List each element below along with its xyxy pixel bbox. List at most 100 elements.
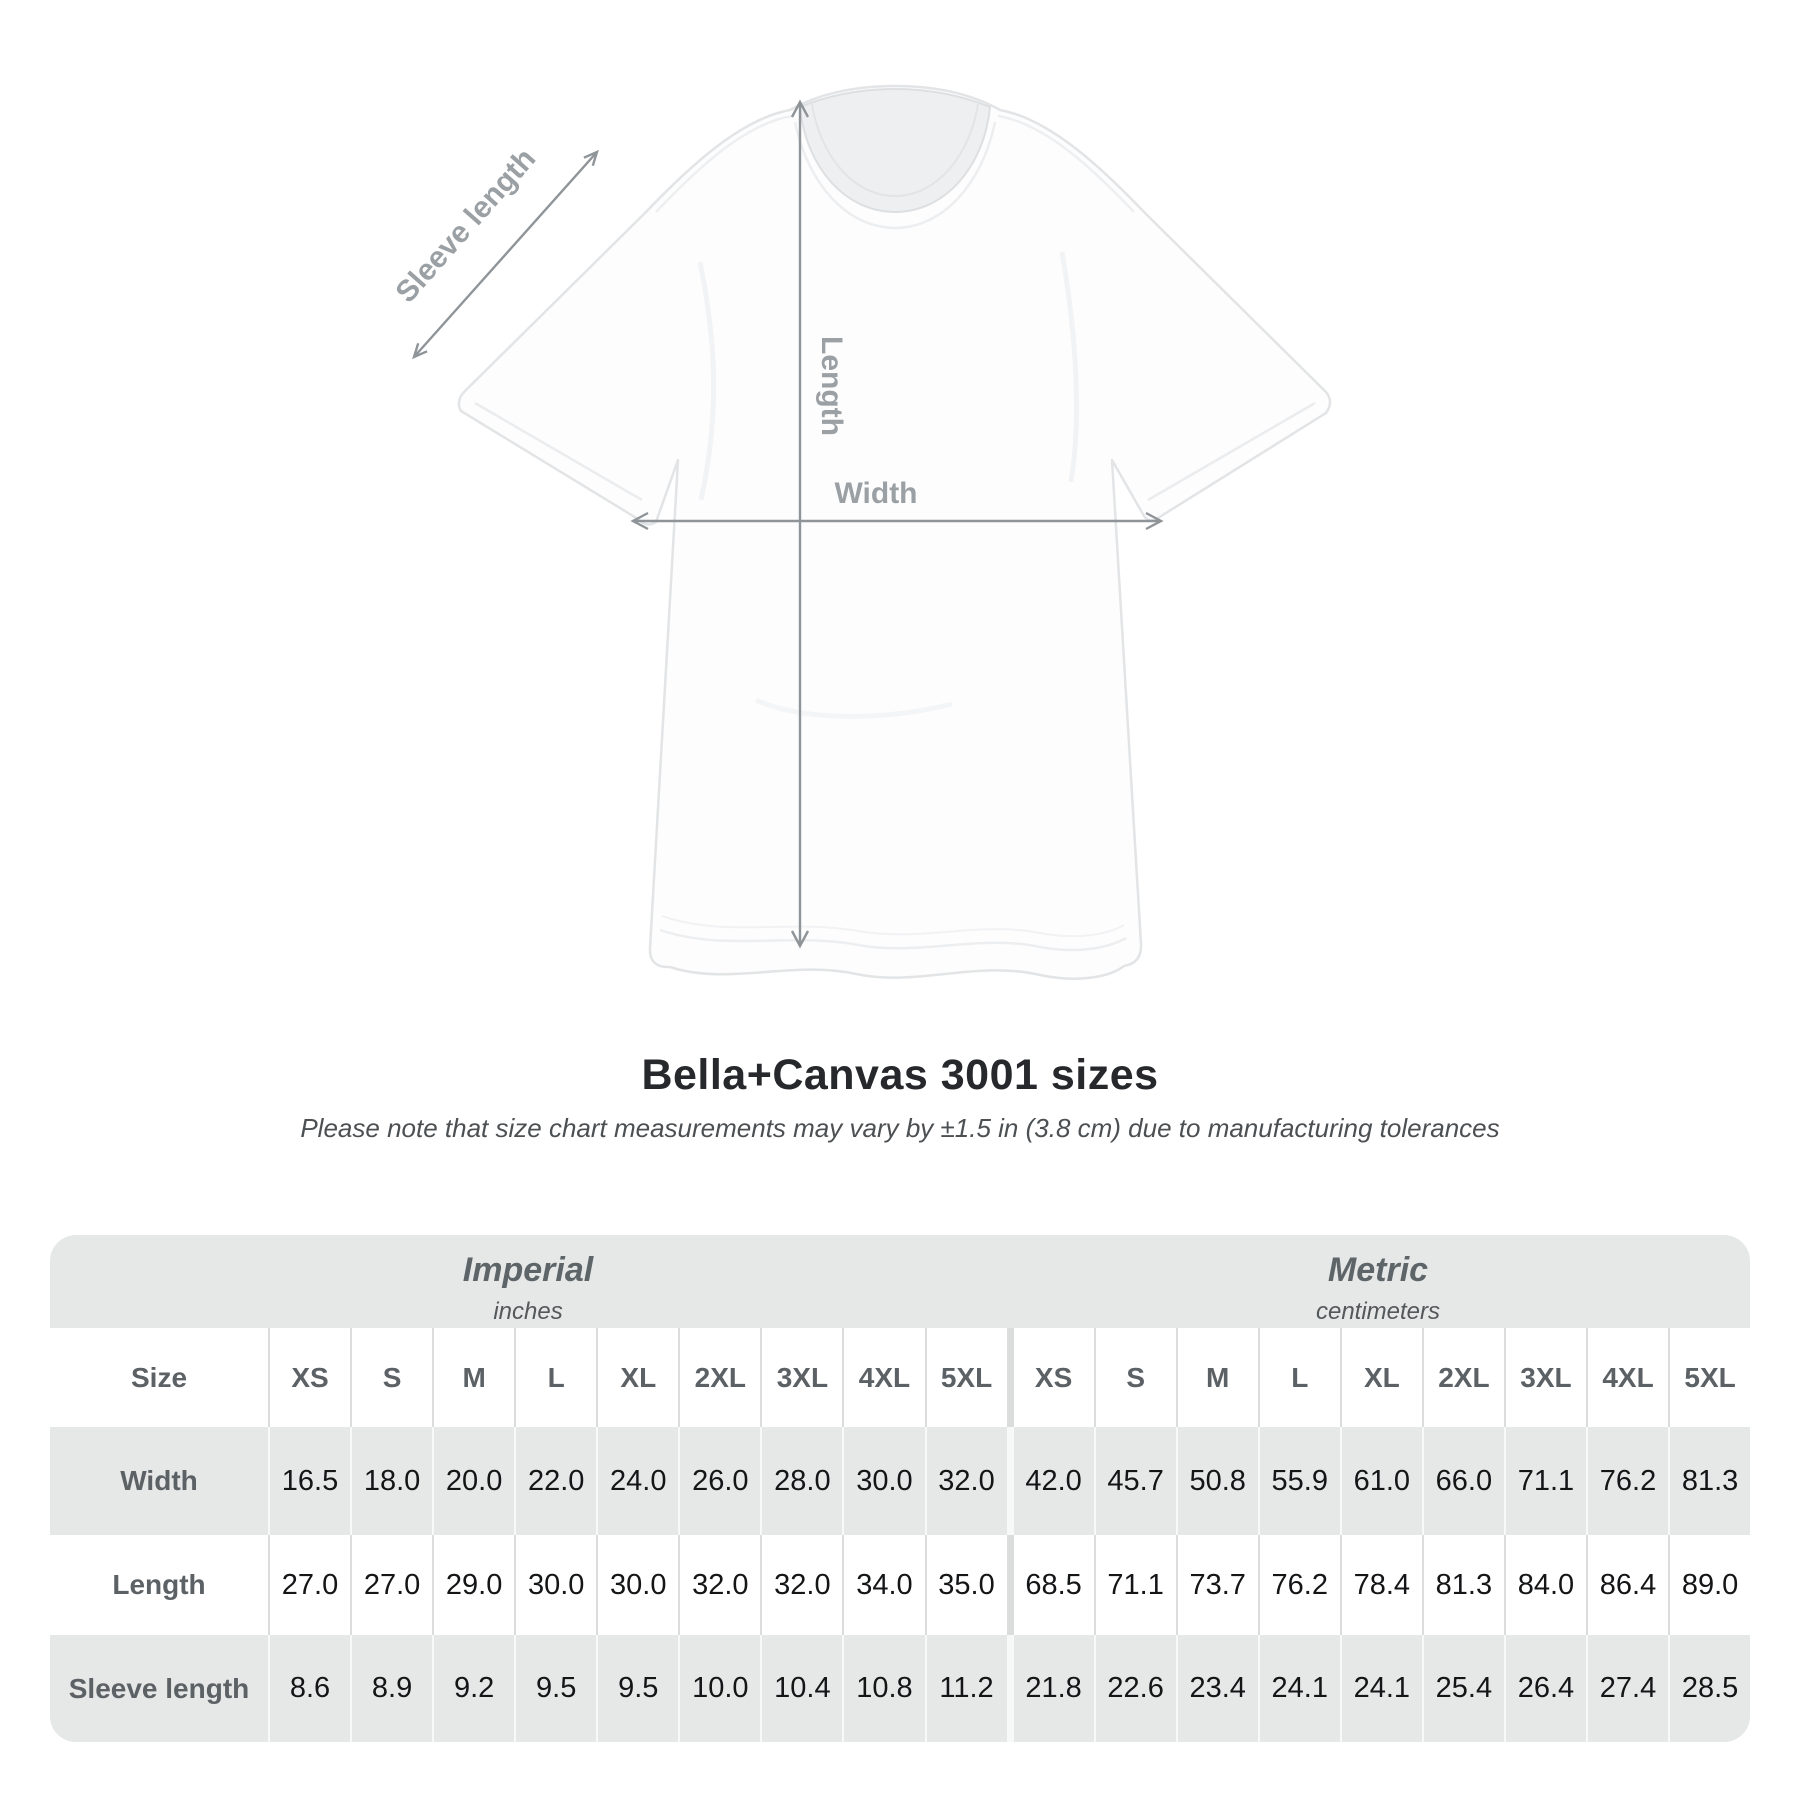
value-cell: 16.5	[268, 1427, 350, 1535]
value-cell: 84.0	[1503, 1535, 1586, 1635]
value-cell: 23.4	[1175, 1635, 1258, 1742]
imperial-group-header: Imperial inches	[50, 1235, 1006, 1328]
size-col-header: 4XL	[842, 1328, 924, 1427]
size-header-row: Size XS S M L XL 2XL 3XL 4XL 5XL XS S M …	[50, 1328, 1750, 1427]
value-cell: 81.3	[1668, 1427, 1750, 1535]
size-col-header: L	[514, 1328, 596, 1427]
value-cell: 21.8	[1006, 1635, 1094, 1742]
imperial-label: Imperial	[462, 1251, 594, 1289]
value-cell: 50.8	[1175, 1427, 1258, 1535]
value-cell: 76.2	[1586, 1427, 1668, 1535]
value-cell: 28.5	[1668, 1635, 1750, 1742]
size-col-header: M	[1175, 1328, 1258, 1427]
value-cell: 42.0	[1006, 1427, 1094, 1535]
value-cell: 45.7	[1093, 1427, 1176, 1535]
size-col-header: S	[350, 1328, 432, 1427]
value-cell: 10.0	[678, 1635, 760, 1742]
size-col-header: XS	[1006, 1328, 1094, 1427]
value-cell: 24.1	[1339, 1635, 1422, 1742]
size-col-header: XL	[596, 1328, 678, 1427]
size-col-header: L	[1257, 1328, 1340, 1427]
value-cell: 24.1	[1257, 1635, 1340, 1742]
table-row-length: Length 27.0 27.0 29.0 30.0 30.0 32.0 32.…	[50, 1535, 1750, 1635]
value-cell: 9.5	[596, 1635, 678, 1742]
tshirt-illustration	[457, 84, 1332, 980]
value-cell: 11.2	[924, 1635, 1007, 1742]
value-cell: 35.0	[924, 1535, 1007, 1635]
value-cell: 30.0	[596, 1535, 678, 1635]
value-cell: 61.0	[1339, 1427, 1422, 1535]
metric-label: Metric	[1327, 1251, 1429, 1289]
value-cell: 32.0	[760, 1535, 842, 1635]
width-arrow	[630, 511, 1164, 531]
table-row-sleeve-length: Sleeve length 8.6 8.9 9.2 9.5 9.5 10.0 1…	[50, 1635, 1750, 1742]
imperial-unit-label: inches	[493, 1298, 563, 1325]
value-cell: 71.1	[1503, 1427, 1586, 1535]
width-label: Width	[834, 477, 917, 510]
value-cell: 71.1	[1093, 1535, 1176, 1635]
size-col-header: 4XL	[1586, 1328, 1668, 1427]
size-col-header: M	[432, 1328, 514, 1427]
page-title: Bella+Canvas 3001 sizes	[641, 1051, 1159, 1099]
size-col-header: 5XL	[1668, 1328, 1750, 1427]
value-cell: 22.6	[1093, 1635, 1176, 1742]
value-cell: 30.0	[842, 1427, 924, 1535]
value-cell: 78.4	[1339, 1535, 1422, 1635]
value-cell: 18.0	[350, 1427, 432, 1535]
sleeve-length-label: Sleeve length	[389, 142, 542, 309]
sleeve-length-arrow	[412, 149, 599, 360]
value-cell: 10.4	[760, 1635, 842, 1742]
value-cell: 68.5	[1006, 1535, 1094, 1635]
length-label: Length	[815, 336, 848, 436]
metric-unit-label: centimeters	[1315, 1298, 1441, 1325]
collar	[798, 87, 992, 214]
table-row-width: Width 16.5 18.0 20.0 22.0 24.0 26.0 28.0…	[50, 1427, 1750, 1535]
size-table: Imperial inches Metric centimeters Size …	[50, 1235, 1750, 1742]
value-cell: 28.0	[760, 1427, 842, 1535]
size-col-header: 3XL	[1503, 1328, 1586, 1427]
size-col-header: 3XL	[760, 1328, 842, 1427]
value-cell: 34.0	[842, 1535, 924, 1635]
value-cell: 9.5	[514, 1635, 596, 1742]
value-cell: 26.4	[1503, 1635, 1586, 1742]
size-corner-label: Size	[130, 1361, 188, 1393]
value-cell: 73.7	[1175, 1535, 1258, 1635]
value-cell: 81.3	[1421, 1535, 1504, 1635]
size-col-header: 5XL	[924, 1328, 1007, 1427]
value-cell: 29.0	[432, 1535, 514, 1635]
value-cell: 30.0	[514, 1535, 596, 1635]
page-subtitle: Please note that size chart measurements…	[300, 1113, 1500, 1143]
value-cell: 89.0	[1668, 1535, 1750, 1635]
value-cell: 27.0	[268, 1535, 350, 1635]
value-cell: 8.6	[268, 1635, 350, 1742]
value-cell: 25.4	[1421, 1635, 1504, 1742]
row-label-sleeve-length: Sleeve length	[68, 1672, 250, 1704]
tshirt-measurement-diagram: Sleeve length Length Width	[389, 84, 1332, 980]
metric-group-header: Metric centimeters	[1006, 1235, 1750, 1328]
row-label-length: Length	[112, 1569, 206, 1600]
measurement-arrows	[412, 99, 1164, 949]
value-cell: 20.0	[432, 1427, 514, 1535]
length-arrow	[790, 99, 810, 949]
value-cell: 27.4	[1586, 1635, 1668, 1742]
value-cell: 22.0	[514, 1427, 596, 1535]
value-cell: 9.2	[432, 1635, 514, 1742]
value-cell: 55.9	[1257, 1427, 1340, 1535]
size-col-header: XL	[1339, 1328, 1422, 1427]
value-cell: 10.8	[842, 1635, 924, 1742]
unit-group-header-row: Imperial inches Metric centimeters	[50, 1235, 1750, 1328]
value-cell: 24.0	[596, 1427, 678, 1535]
value-cell: 32.0	[678, 1535, 760, 1635]
value-cell: 32.0	[924, 1427, 1007, 1535]
size-col-header: XS	[268, 1328, 350, 1427]
size-col-header: 2XL	[1421, 1328, 1504, 1427]
value-cell: 66.0	[1421, 1427, 1504, 1535]
value-cell: 86.4	[1586, 1535, 1668, 1635]
size-col-header: 2XL	[678, 1328, 760, 1427]
value-cell: 76.2	[1257, 1535, 1340, 1635]
row-label-width: Width	[120, 1465, 198, 1496]
value-cell: 27.0	[350, 1535, 432, 1635]
value-cell: 26.0	[678, 1427, 760, 1535]
size-col-header: S	[1093, 1328, 1176, 1427]
